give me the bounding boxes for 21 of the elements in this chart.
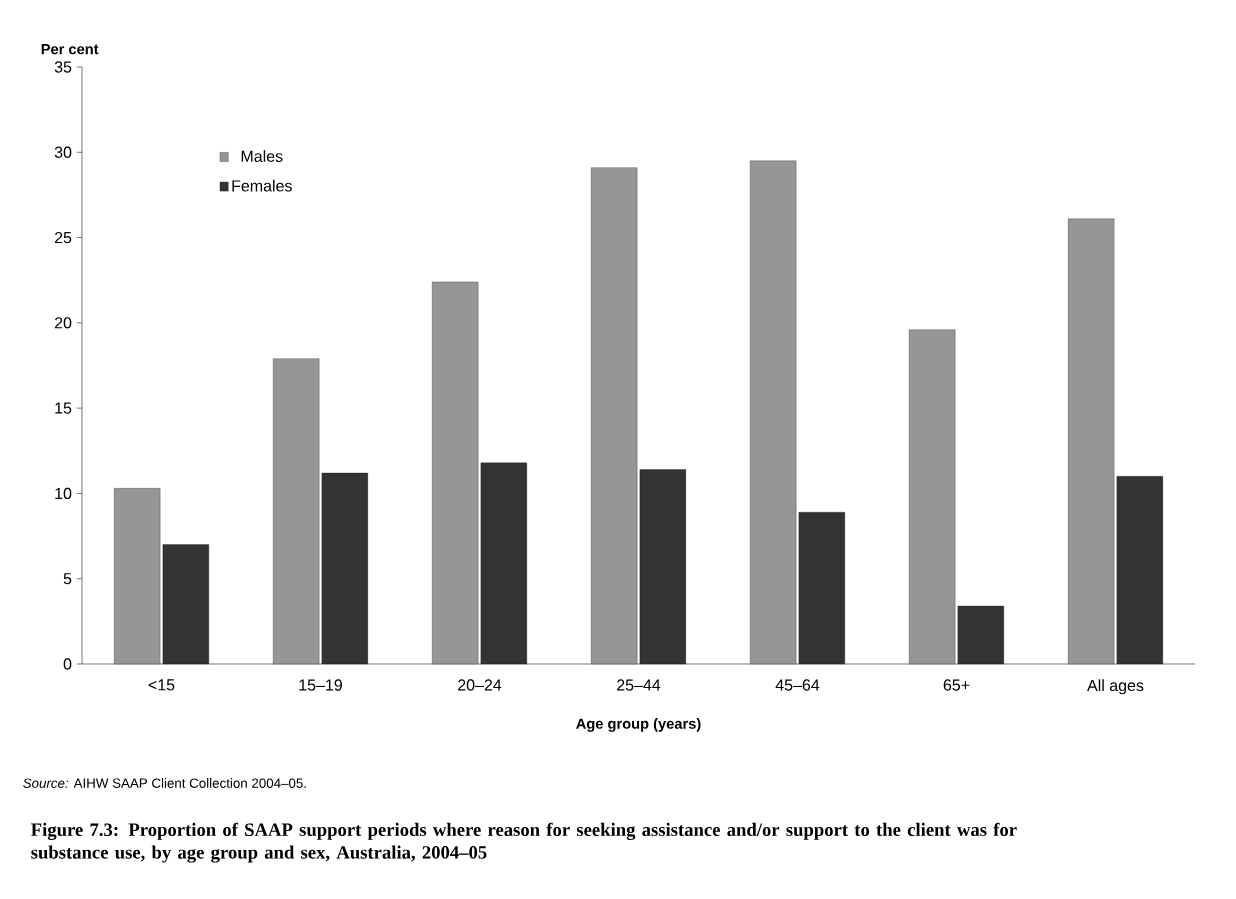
- x-tick-label: 20–24: [458, 679, 502, 691]
- y-axis-title: Per cent: [41, 44, 99, 55]
- x-tick-label: <15: [148, 679, 175, 691]
- legend-label: Females: [232, 179, 292, 192]
- x-tick-label: 25–44: [617, 679, 661, 691]
- y-tick-label: 10: [55, 487, 72, 500]
- x-tick-label: 15–19: [299, 679, 342, 691]
- legend-label: Males: [241, 150, 283, 162]
- y-tick-label: 15: [55, 402, 72, 414]
- text: Source: AIHW SAAP Client Collection 2004–05.: [23, 778, 306, 788]
- y-tick-label: 25: [54, 231, 72, 244]
- y-tick-label: 0: [63, 658, 72, 670]
- y-tick-label: 35: [54, 61, 72, 73]
- y-tick-label: 5: [63, 573, 72, 585]
- x-tick-label: All ages: [1087, 679, 1144, 695]
- x-axis-title: Age group (years): [576, 718, 701, 732]
- text: Figure 7.3: Proportion of SAAP support periods where reason for seeking assistance and/or support to the client was for substance use, by age group and sex, Australia, 2004–05: [31, 822, 1017, 863]
- y-tick-label: 20: [54, 317, 72, 329]
- x-tick-label: 65+: [943, 679, 970, 691]
- y-tick-label: 30: [54, 146, 72, 158]
- x-tick-label: 45–64: [775, 679, 820, 691]
